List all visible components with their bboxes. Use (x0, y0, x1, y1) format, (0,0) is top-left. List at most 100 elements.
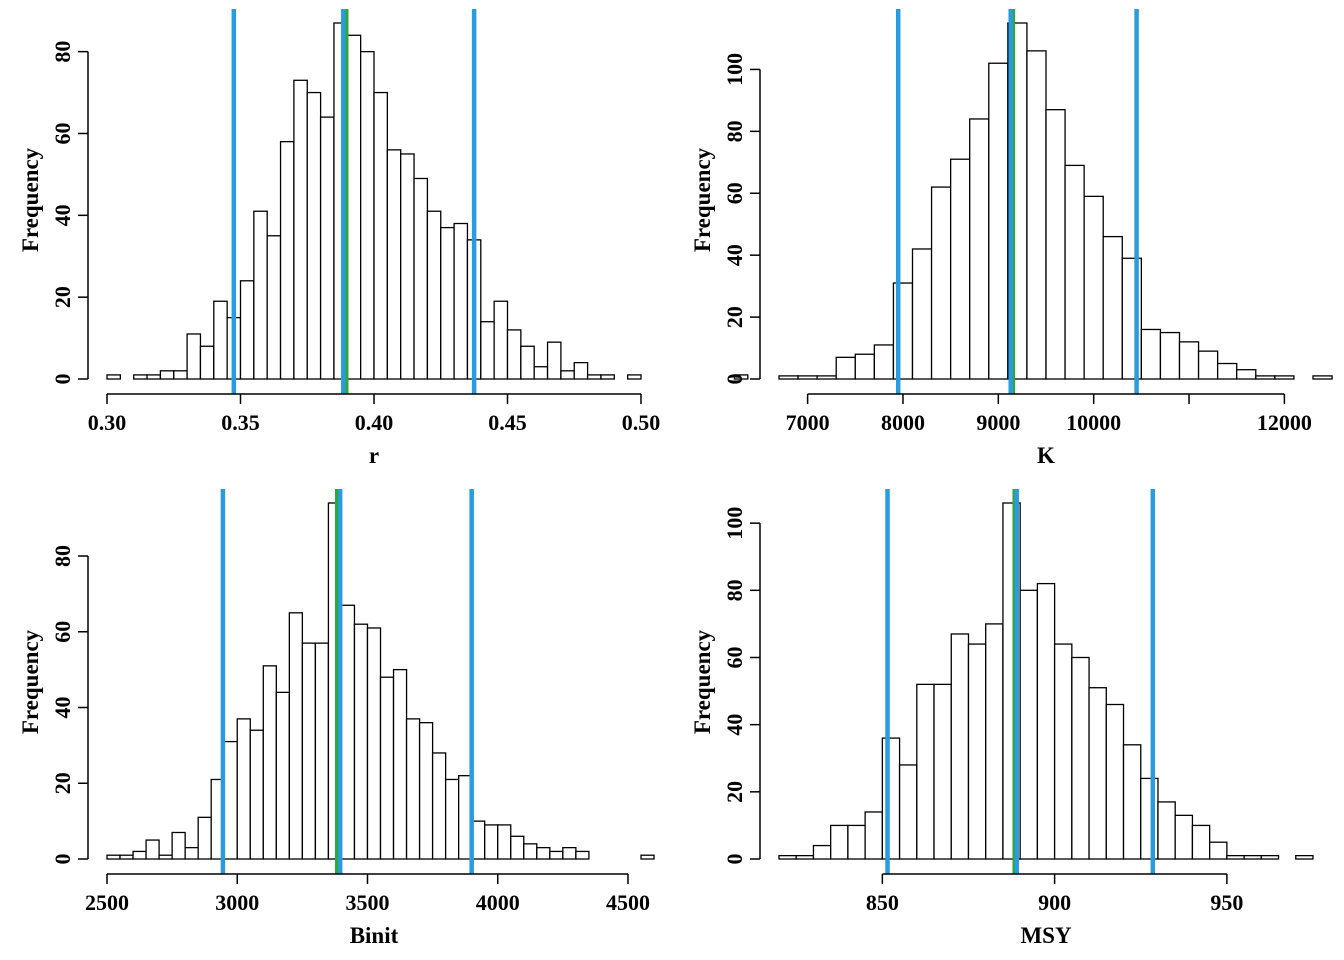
histogram-bar (627, 374, 642, 380)
histogram-bar (119, 854, 134, 860)
histogram-bar (933, 683, 952, 860)
histogram-bar (262, 665, 277, 860)
histogram-bar (510, 835, 525, 860)
histogram-bar (847, 824, 866, 860)
histogram-bar (586, 374, 602, 380)
histogram-bar (1045, 109, 1066, 380)
histogram-bar (145, 839, 160, 860)
x-tick-label: 3500 (345, 890, 389, 915)
histogram-bar (223, 740, 238, 860)
y-tick-label: 60 (722, 646, 747, 668)
panel-r-histogram: 0 20 40 60 80 0.30 0.35 0.40 0.45 0.50 r Frequency (18, 9, 749, 468)
histogram-bar (480, 321, 495, 380)
histogram-bar (444, 778, 460, 860)
histogram-bar (184, 846, 199, 860)
histogram-bar (346, 34, 362, 380)
histogram-bar (484, 824, 499, 860)
histogram-bar (1243, 854, 1262, 860)
histogram-bar (249, 729, 264, 860)
y-tick-label: 80 (50, 41, 75, 63)
histogram-bar (1102, 235, 1123, 380)
histogram-bar (930, 186, 952, 380)
x-axis-title: K (1037, 443, 1055, 468)
histogram-bar (1026, 50, 1047, 380)
histogram-bar (1053, 643, 1073, 860)
histogram-bar (386, 149, 402, 380)
histogram-bar (497, 824, 512, 860)
x-tick-label: 850 (866, 890, 899, 915)
histogram-bar (197, 816, 212, 860)
histogram-bar (854, 353, 876, 380)
histogram-bar (418, 722, 434, 860)
histogram-bar (279, 141, 295, 380)
histogram-bar (600, 374, 615, 380)
y-tick-label: 0 (50, 854, 75, 865)
histogram-bar (523, 843, 538, 860)
histogram-bar (778, 854, 797, 860)
histogram-bar (359, 50, 375, 380)
histogram-bar (213, 300, 228, 380)
y-axis-title: Frequency (690, 629, 715, 734)
histogram-bar (186, 333, 202, 380)
y-tick-label: 60 (50, 122, 75, 144)
histogram-bar (173, 370, 188, 380)
histogram-bar (830, 824, 849, 860)
histogram-bar (950, 633, 970, 860)
y-axis-title: Frequency (690, 147, 715, 252)
y-tick-label: 100 (722, 53, 747, 86)
histogram-bar (340, 604, 356, 860)
histogram-bar (506, 329, 522, 380)
y-tick-label: 40 (50, 697, 75, 719)
histogram-bar (400, 153, 415, 380)
y-tick-label: 0 (722, 854, 747, 865)
histogram-bar (812, 844, 832, 860)
y-tick-label: 20 (722, 306, 747, 328)
x-tick-label: 0.40 (355, 410, 394, 435)
x-axis-title: r (369, 443, 379, 468)
y-tick-label: 20 (50, 772, 75, 794)
histogram-bar (864, 811, 884, 860)
histogram-bar (275, 691, 290, 860)
y-tick-label: 60 (722, 182, 747, 204)
y-tick-label: 80 (722, 579, 747, 601)
histogram-bar (1088, 687, 1107, 860)
histogram-bar (106, 374, 122, 380)
histogram-bar (1157, 801, 1176, 860)
histogram-bar (379, 676, 395, 860)
x-tick-label: 2500 (85, 890, 129, 915)
histogram-bar (536, 846, 551, 860)
histogram-bar (392, 668, 408, 860)
panel-msy-histogram: 0 20 40 60 80 100 850 900 950 MSY Frequency (690, 489, 1314, 948)
x-tick-label: 8000 (881, 410, 925, 435)
panel-binit-histogram: 0 20 40 60 80 2500 3000 3500 4000 4500 Binit Freque… (18, 489, 655, 948)
histogram-bar (453, 222, 469, 380)
histogram-bar (573, 361, 589, 380)
histogram-bar (319, 116, 335, 380)
histogram-bar (159, 370, 175, 380)
y-tick-label: 20 (722, 781, 747, 803)
histogram-bar (778, 375, 799, 380)
x-tick-label: 4000 (476, 890, 520, 915)
histogram-bar (426, 210, 442, 380)
histogram-bar (988, 62, 1009, 380)
x-tick-label: 7000 (786, 410, 830, 435)
histogram-bar (1064, 164, 1085, 380)
histogram-bar (266, 235, 282, 380)
histogram-bar (1312, 375, 1333, 380)
histogram-bar (835, 356, 856, 380)
histogram-bar (253, 210, 268, 380)
y-tick-label: 0 (722, 374, 747, 385)
histogram-bar (199, 345, 215, 380)
x-tick-label: 12000 (1257, 410, 1312, 435)
histogram-bar (132, 850, 147, 860)
histogram-bar (1274, 375, 1295, 380)
histogram-bar (797, 375, 818, 380)
y-tick-label: 80 (50, 545, 75, 567)
histogram-bar (413, 177, 429, 380)
y-tick-label: 40 (50, 204, 75, 226)
histogram-bar (575, 850, 590, 860)
histogram-bar (431, 752, 447, 860)
histogram-bar (816, 375, 837, 380)
histogram-bar (288, 612, 304, 860)
